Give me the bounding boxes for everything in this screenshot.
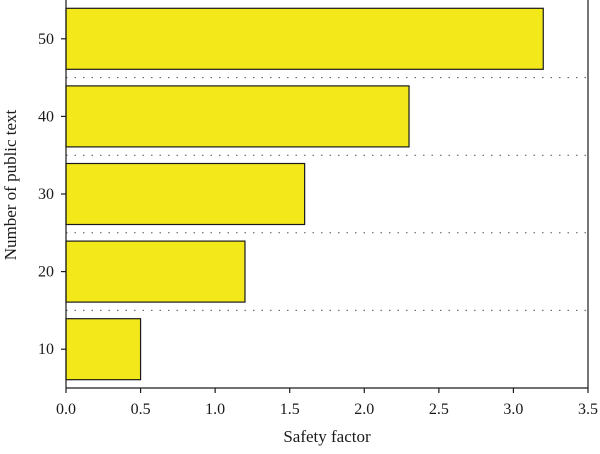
x-tick-label: 1.5	[280, 401, 300, 418]
y-tick-label: 20	[38, 264, 54, 281]
x-tick-layer: 0.0 0.5 1.0 1.5 2.0 2.5 3.0 3.5	[56, 388, 598, 418]
x-tick-label: 0.0	[56, 401, 76, 418]
bar-50	[65, 7, 544, 70]
y-tick-label: 30	[38, 186, 54, 203]
x-tick-label: 1.0	[205, 401, 225, 418]
bar-40	[65, 85, 410, 148]
grid-layer	[66, 77, 588, 311]
x-tick-label: 2.0	[354, 401, 374, 418]
bar-20	[65, 240, 246, 303]
y-tick-label: 10	[38, 341, 54, 358]
x-tick-label: 2.5	[429, 401, 449, 418]
bar-layer	[65, 7, 544, 381]
y-tick-layer: 10 20 30 40 50	[38, 31, 66, 358]
y-tick-label: 40	[38, 108, 54, 125]
y-axis-title: Number of public text	[1, 109, 20, 260]
bar-30	[65, 162, 306, 226]
bar-10	[65, 318, 142, 381]
x-tick-label: 3.0	[503, 401, 523, 418]
x-axis-title: Safety factor	[283, 427, 371, 446]
x-tick-label: 0.5	[131, 401, 151, 418]
y-tick-label: 50	[38, 31, 54, 48]
x-tick-label: 3.5	[578, 401, 598, 418]
